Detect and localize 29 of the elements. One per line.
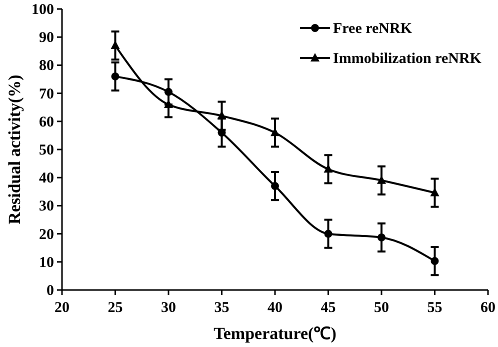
y-tick-label: 60 [39,114,54,130]
x-tick-label: 45 [320,300,336,316]
legend-label: Free reNRK [333,21,412,37]
point [430,257,439,266]
x-tick-label: 30 [161,300,176,316]
y-tick-label: 80 [39,58,54,74]
x-tick-label: 40 [268,300,282,316]
y-tick-label: 90 [39,30,54,46]
y-tick-label: 70 [39,86,54,102]
x-tick-label: 55 [427,300,442,316]
x-tick-label: 35 [214,300,230,316]
y-tick-label: 50 [39,142,54,158]
x-tick-label: 50 [374,300,389,316]
y-tick-label: 10 [39,254,54,271]
y-tick-label: 100 [32,2,54,18]
y-tick-label: 40 [39,170,54,187]
point [271,182,279,190]
x-axis-title: Temperature(℃) [214,324,336,343]
x-tick-label: 20 [54,300,70,316]
point [324,230,332,238]
y-tick-label: 0 [46,283,54,299]
legend-label: Immobilization reNRK [333,51,482,67]
y-tick-label: 20 [39,226,54,243]
point [378,233,386,242]
y-axis-title: Residual activity(%) [5,74,24,224]
point [111,72,120,80]
y-tick-label: 30 [39,198,54,215]
x-tick-label: 60 [480,300,496,316]
x-tick-label: 25 [108,300,123,316]
